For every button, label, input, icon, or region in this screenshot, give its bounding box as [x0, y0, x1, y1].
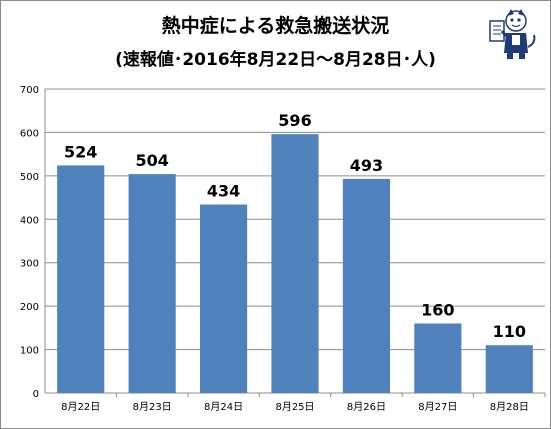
- newspaper-reading-mascot-icon: [489, 9, 536, 59]
- x-tick-label: 8月26日: [347, 401, 386, 413]
- x-tick-label: 8月25日: [275, 401, 314, 413]
- y-tick-label: 400: [20, 215, 39, 226]
- y-tick-label: 0: [33, 389, 39, 400]
- bar: [57, 165, 105, 393]
- bar: [485, 345, 533, 393]
- data-label: 596: [278, 111, 311, 130]
- bar: [342, 178, 390, 393]
- data-label: 524: [64, 142, 97, 161]
- bar: [128, 174, 176, 393]
- x-tick-label: 8月24日: [204, 401, 243, 413]
- y-tick-label: 600: [20, 128, 39, 139]
- x-tick-label: 8月28日: [490, 401, 529, 413]
- data-label: 493: [350, 156, 383, 175]
- chart-title: 熱中症による救急搬送状況: [161, 15, 390, 37]
- data-label: 504: [135, 151, 168, 170]
- y-tick-label: 300: [20, 259, 39, 270]
- data-label: 434: [207, 182, 240, 201]
- x-tick-label: 8月22日: [61, 401, 100, 413]
- bar: [414, 323, 462, 393]
- y-tick-label: 500: [20, 172, 39, 183]
- data-label: 160: [421, 301, 454, 320]
- bar: [200, 204, 248, 393]
- x-tick-label: 8月23日: [133, 401, 172, 413]
- chart-subtitle: (速報値･2016年8月22日～8月28日･人): [115, 50, 436, 70]
- y-tick-label: 700: [20, 85, 39, 96]
- y-tick-label: 200: [20, 302, 39, 313]
- x-tick-label: 8月27日: [418, 401, 457, 413]
- data-label: 110: [493, 322, 526, 341]
- bar: [271, 134, 319, 393]
- y-tick-label: 100: [20, 346, 39, 357]
